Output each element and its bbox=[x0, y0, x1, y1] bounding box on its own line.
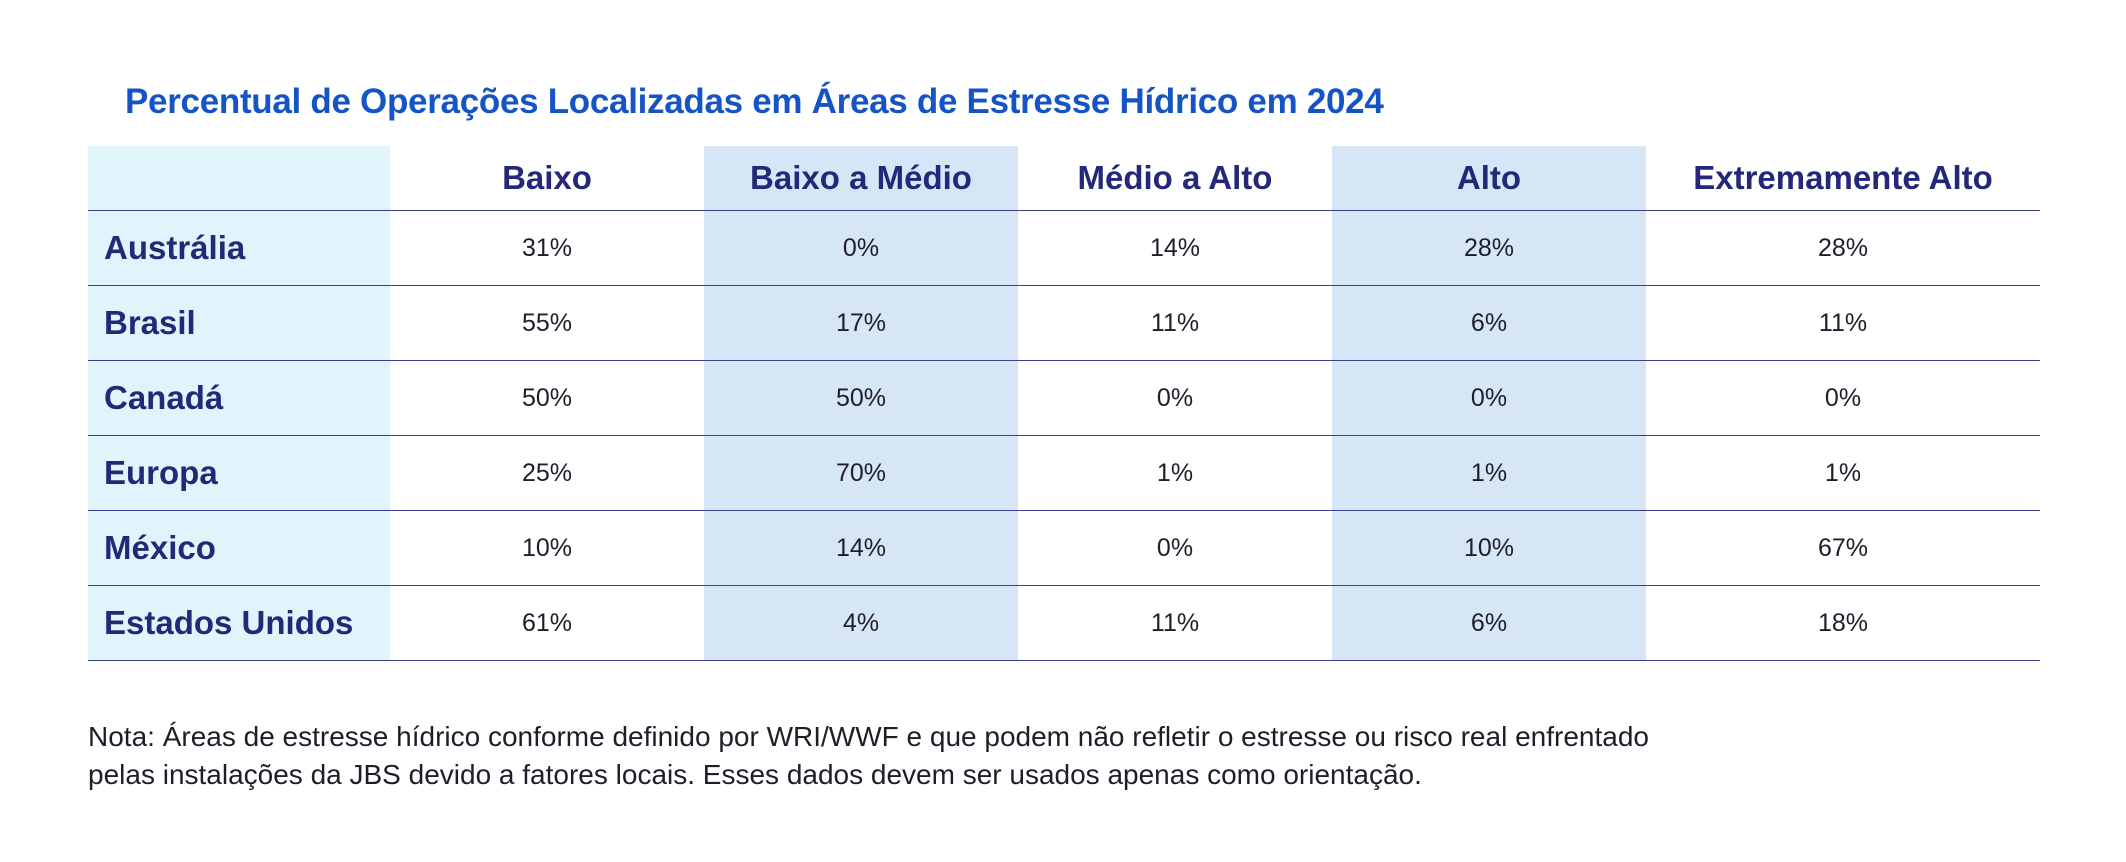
table-cell: 11% bbox=[1018, 585, 1332, 661]
table-cell: 14% bbox=[1018, 210, 1332, 286]
table-cell: 25% bbox=[390, 435, 704, 511]
table-cell: 14% bbox=[704, 510, 1018, 586]
footnote: Nota: Áreas de estresse hídrico conforme… bbox=[88, 718, 1968, 794]
water-stress-table: Baixo Baixo a Médio Médio a Alto Alto Ex… bbox=[88, 146, 2040, 661]
row-label-country: Estados Unidos bbox=[88, 585, 390, 661]
table-row: Europa 25% 70% 1% 1% 1% bbox=[88, 435, 2040, 511]
table-cell: 0% bbox=[1332, 360, 1646, 436]
table-cell: 1% bbox=[1018, 435, 1332, 511]
table-cell: 1% bbox=[1646, 435, 2040, 511]
table-cell: 28% bbox=[1646, 210, 2040, 286]
table-cell: 67% bbox=[1646, 510, 2040, 586]
header-corner-cell bbox=[88, 146, 390, 211]
table-cell: 0% bbox=[1018, 510, 1332, 586]
table-cell: 6% bbox=[1332, 285, 1646, 361]
row-label-country: Austrália bbox=[88, 210, 390, 286]
row-label-country: Europa bbox=[88, 435, 390, 511]
row-label-country: Brasil bbox=[88, 285, 390, 361]
footnote-line: pelas instalações da JBS devido a fatore… bbox=[88, 759, 1422, 790]
table-cell: 10% bbox=[390, 510, 704, 586]
table-cell: 11% bbox=[1018, 285, 1332, 361]
table-cell: 0% bbox=[1646, 360, 2040, 436]
table-header-row: Baixo Baixo a Médio Médio a Alto Alto Ex… bbox=[88, 146, 2040, 211]
row-label-country: Canadá bbox=[88, 360, 390, 436]
footnote-line: Nota: Áreas de estresse hídrico conforme… bbox=[88, 721, 1649, 752]
table-cell: 1% bbox=[1332, 435, 1646, 511]
table-row: Canadá 50% 50% 0% 0% 0% bbox=[88, 360, 2040, 436]
table-row: Austrália 31% 0% 14% 28% 28% bbox=[88, 210, 2040, 286]
table-cell: 4% bbox=[704, 585, 1018, 661]
table-cell: 11% bbox=[1646, 285, 2040, 361]
table-row: México 10% 14% 0% 10% 67% bbox=[88, 510, 2040, 586]
table-row: Brasil 55% 17% 11% 6% 11% bbox=[88, 285, 2040, 361]
column-header-alto: Alto bbox=[1332, 146, 1646, 211]
table-cell: 6% bbox=[1332, 585, 1646, 661]
table-cell: 50% bbox=[390, 360, 704, 436]
table-cell: 50% bbox=[704, 360, 1018, 436]
column-header-extremamente-alto: Extremamente Alto bbox=[1646, 146, 2040, 211]
table-cell: 18% bbox=[1646, 585, 2040, 661]
table-cell: 0% bbox=[704, 210, 1018, 286]
column-header-medio-a-alto: Médio a Alto bbox=[1018, 146, 1332, 211]
table-cell: 17% bbox=[704, 285, 1018, 361]
table-cell: 61% bbox=[390, 585, 704, 661]
column-header-baixo-a-medio: Baixo a Médio bbox=[704, 146, 1018, 211]
row-label-country: México bbox=[88, 510, 390, 586]
table-cell: 70% bbox=[704, 435, 1018, 511]
table-cell: 55% bbox=[390, 285, 704, 361]
table-cell: 28% bbox=[1332, 210, 1646, 286]
table-row: Estados Unidos 61% 4% 11% 6% 18% bbox=[88, 585, 2040, 661]
table-cell: 0% bbox=[1018, 360, 1332, 436]
table-cell: 10% bbox=[1332, 510, 1646, 586]
page-title: Percentual de Operações Localizadas em Á… bbox=[125, 82, 1384, 121]
column-header-baixo: Baixo bbox=[390, 146, 704, 211]
table-cell: 31% bbox=[390, 210, 704, 286]
